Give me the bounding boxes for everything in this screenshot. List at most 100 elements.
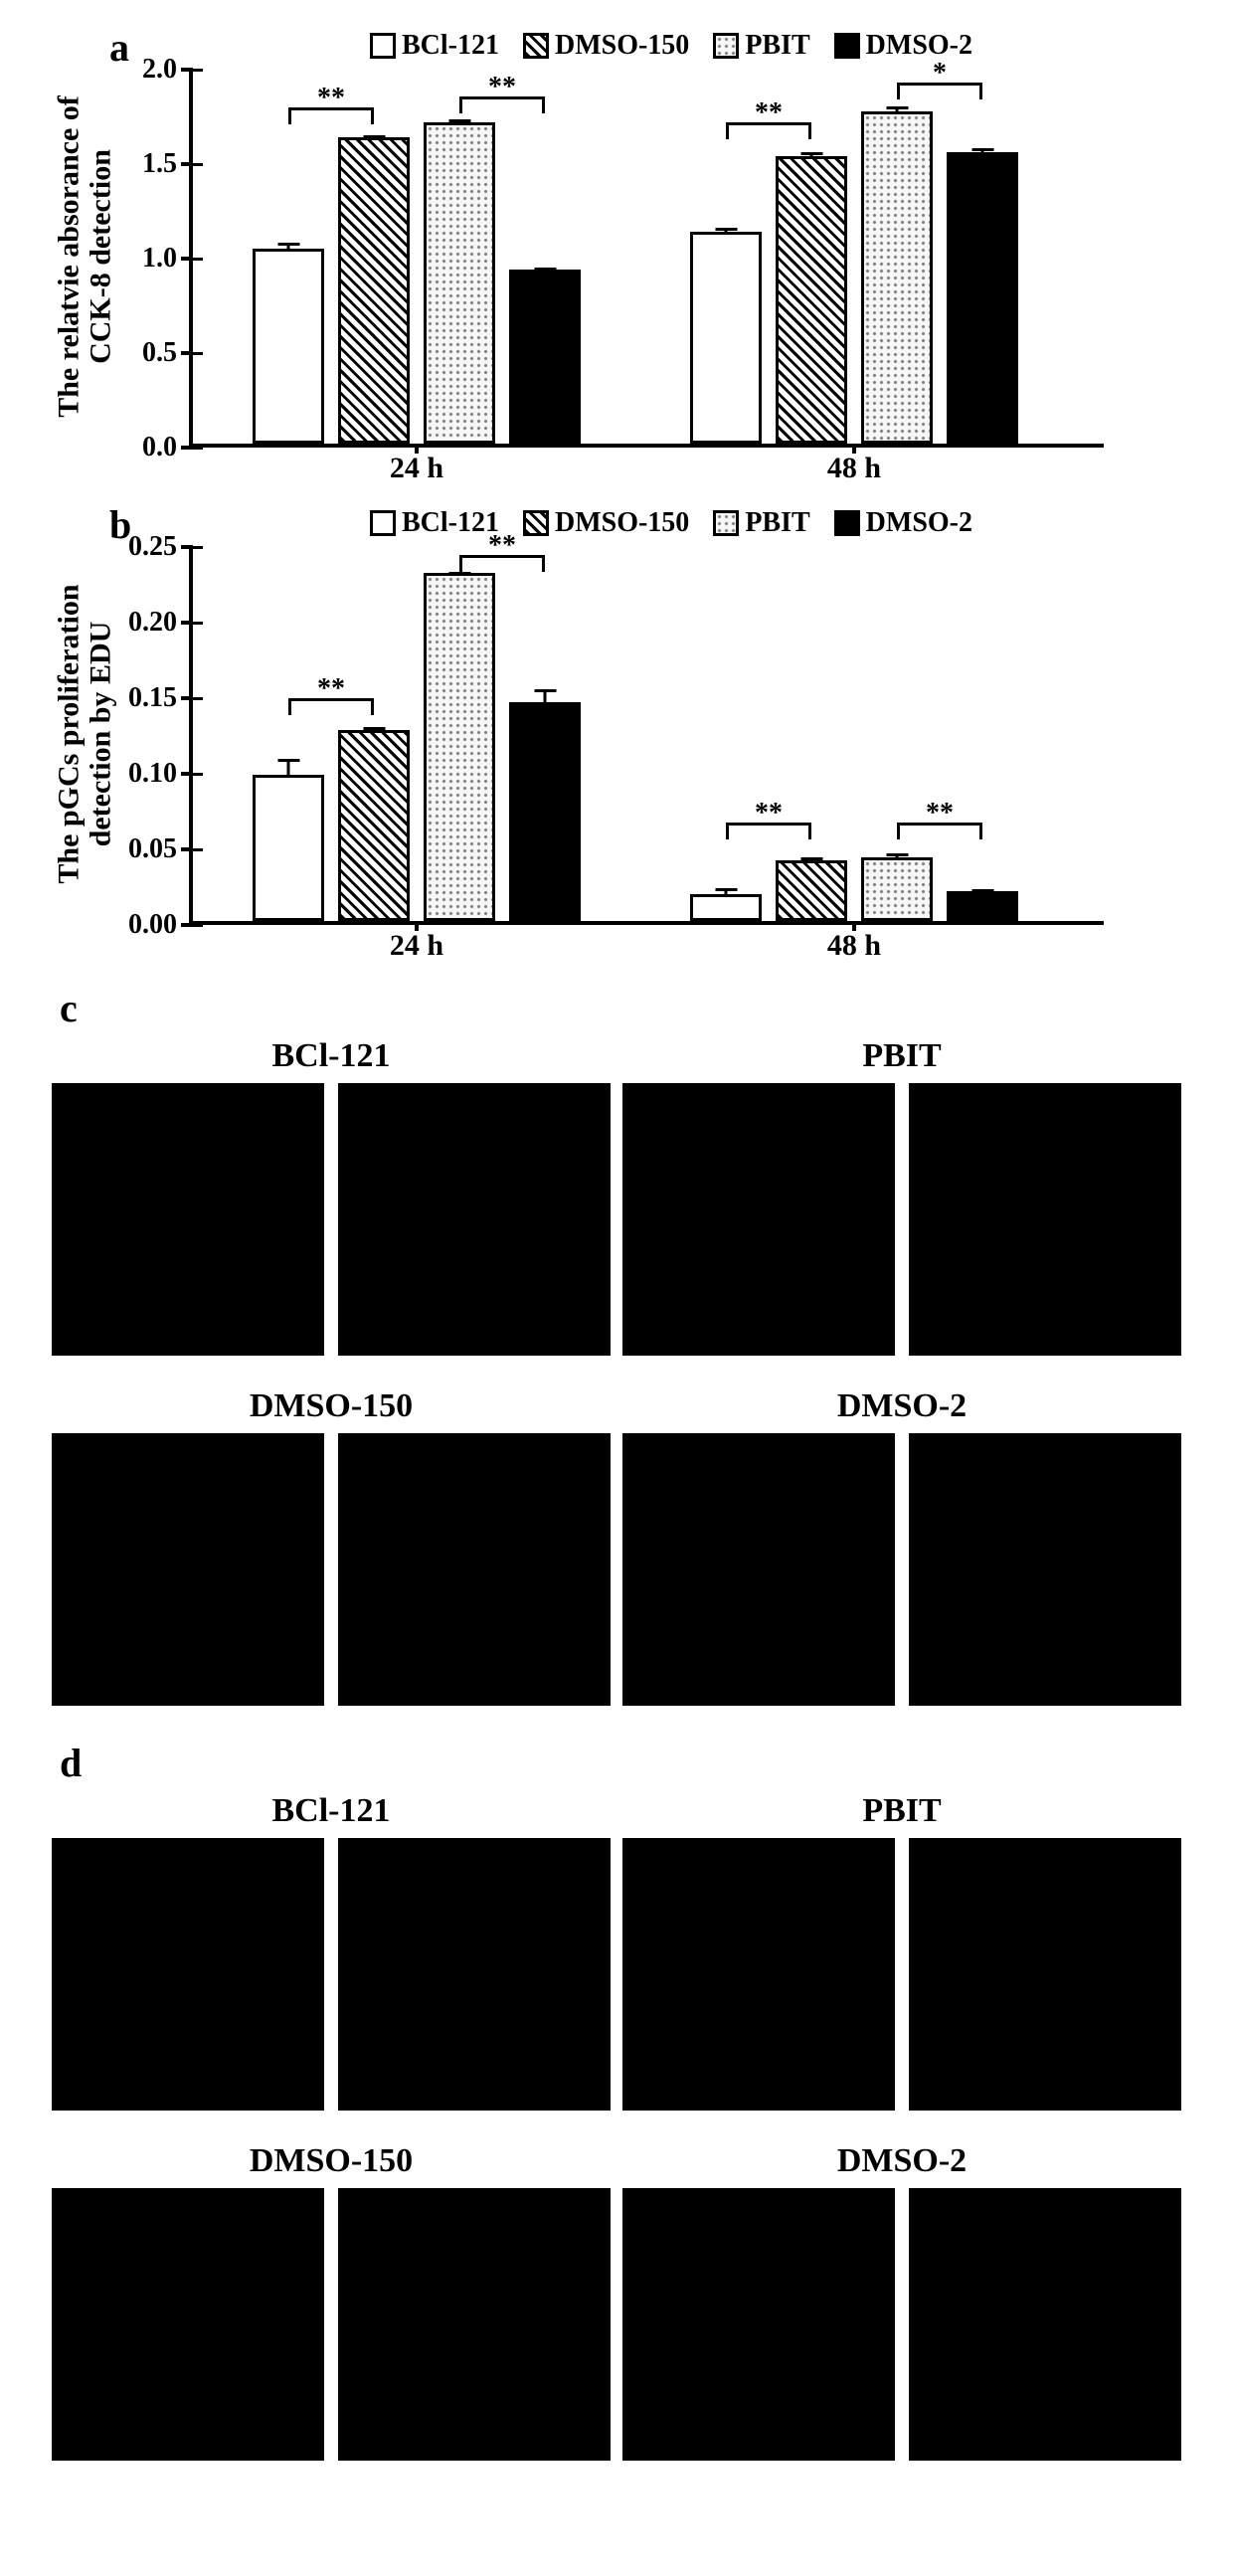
chart-a-wrap: BCl-121 DMSO-150 PBIT DMSO-2 The relatvi…: [189, 30, 1193, 448]
quad-title: BCl-121: [52, 1792, 611, 1830]
bar-group: 48 h: [690, 111, 1018, 444]
image-pair: [622, 1838, 1181, 2111]
chart-a-bars: 24 h48 h*******: [193, 70, 1104, 444]
panel-c: c BCl-121 PBIT DMSO-150 DMSO-2: [40, 985, 1193, 1706]
y-tick: [181, 923, 193, 927]
microscopy-image: [909, 1838, 1181, 2111]
chart-a-plot: The relatvie absorance of CCK-8 detectio…: [189, 70, 1104, 448]
significance-label: **: [317, 673, 345, 705]
microscopy-image: [52, 2188, 324, 2461]
quad-bcl121: BCl-121: [52, 1031, 611, 1356]
bar-dmso-150: [776, 156, 847, 444]
quad-title: PBIT: [622, 1037, 1181, 1075]
error-bar: [458, 119, 461, 125]
bar-group: 24 h: [253, 573, 581, 921]
panel-c-row2: DMSO-150 DMSO-2: [40, 1381, 1193, 1706]
panel-a: a BCl-121 DMSO-150 PBIT DMSO-2 The relat…: [40, 30, 1193, 448]
quad-title: DMSO-150: [52, 2142, 611, 2180]
quad-title: DMSO-150: [52, 1387, 611, 1425]
significance-bracket: **: [459, 555, 545, 558]
error-bar: [981, 148, 984, 156]
bar-dmso-150: [338, 137, 410, 444]
x-tick: [852, 921, 856, 931]
y-tick: [181, 545, 193, 549]
error-bar: [810, 152, 813, 160]
quad-title: DMSO-2: [622, 2142, 1181, 2180]
chart-b-legend: BCl-121 DMSO-150 PBIT DMSO-2: [149, 507, 1193, 539]
bar-group: 48 h: [690, 857, 1018, 921]
quad-dmso150: DMSO-150: [52, 2136, 611, 2461]
x-category-label: 24 h: [390, 452, 443, 485]
y-tick-inner: [193, 924, 203, 927]
significance-bracket: *: [897, 83, 982, 86]
significance-bracket: **: [459, 96, 545, 99]
significance-bracket: **: [726, 122, 811, 125]
swatch-solid: [834, 510, 860, 536]
microscopy-image: [622, 1433, 895, 1706]
microscopy-image: [622, 1083, 895, 1356]
y-tick-label: 0.10: [128, 758, 177, 790]
bar-pbit: [424, 573, 495, 921]
legend-item-dmso2: DMSO-2: [834, 30, 972, 62]
chart-b-bars: 24 h48 h********: [193, 547, 1104, 921]
swatch-hatch: [523, 33, 549, 59]
y-tick: [181, 162, 193, 166]
legend-label: PBIT: [745, 30, 809, 62]
microscopy-image: [909, 1433, 1181, 1706]
bar-bcl-121: [253, 249, 324, 444]
chart-b-plot: The pGCs proliferation detection by EDU …: [189, 547, 1104, 925]
legend-item-bcl121: BCl-121: [370, 30, 499, 62]
bar-pbit: [861, 857, 933, 921]
microscopy-image: [52, 1083, 324, 1356]
panel-d-row1: BCl-121 PBIT: [40, 1786, 1193, 2111]
ylabel-line1: The relatvie absorance of: [54, 58, 86, 456]
chart-a-ylabel: The relatvie absorance of CCK-8 detectio…: [54, 58, 118, 456]
legend-label: DMSO-150: [555, 30, 689, 62]
legend-label: BCl-121: [402, 30, 499, 62]
x-tick: [415, 444, 419, 454]
y-tick-label: 0.0: [142, 432, 177, 463]
bar-dmso-2: [509, 270, 581, 444]
panel-d-row2: DMSO-150 DMSO-2: [40, 2136, 1193, 2461]
legend-item-pbit: PBIT: [713, 507, 809, 539]
significance-bracket: **: [288, 698, 374, 701]
error-bar: [544, 689, 547, 704]
panel-letter-d: d: [60, 1740, 82, 1786]
quad-title: BCl-121: [52, 1037, 611, 1075]
image-pair: [622, 1433, 1181, 1706]
chart-b-ylabel: The pGCs proliferation detection by EDU: [54, 535, 118, 933]
image-pair: [52, 1083, 611, 1356]
y-tick: [181, 446, 193, 450]
y-tick: [181, 257, 193, 261]
significance-label: **: [755, 798, 783, 829]
image-pair: [52, 1838, 611, 2111]
panel-letter-c: c: [60, 985, 78, 1031]
ylabel-line2: CCK-8 detection: [86, 58, 117, 456]
swatch-dots: [713, 510, 739, 536]
bar-pbit: [424, 122, 495, 444]
microscopy-image: [338, 1838, 611, 2111]
error-bar: [287, 759, 290, 777]
error-bar: [896, 106, 899, 114]
bar-bcl-121: [253, 775, 324, 921]
error-bar: [810, 857, 813, 863]
significance-label: **: [926, 798, 954, 829]
chart-a-legend: BCl-121 DMSO-150 PBIT DMSO-2: [149, 30, 1193, 62]
legend-label: PBIT: [745, 507, 809, 539]
panel-c-row1: BCl-121 PBIT: [40, 1031, 1193, 1356]
microscopy-image: [909, 2188, 1181, 2461]
y-tick-inner: [193, 546, 203, 549]
significance-label: **: [488, 530, 516, 562]
quad-pbit: PBIT: [622, 1031, 1181, 1356]
y-tick-inner: [193, 258, 203, 261]
chart-b-wrap: BCl-121 DMSO-150 PBIT DMSO-2 The pGCs pr…: [189, 507, 1193, 925]
error-bar: [373, 727, 376, 733]
y-tick-inner: [193, 622, 203, 625]
significance-label: *: [933, 58, 947, 90]
panel-d: d BCl-121 PBIT DMSO-150 DMSO-2: [40, 1740, 1193, 2461]
y-tick: [181, 847, 193, 851]
legend-item-pbit: PBIT: [713, 30, 809, 62]
error-bar: [287, 243, 290, 253]
error-bar: [458, 572, 461, 577]
microscopy-image: [909, 1083, 1181, 1356]
